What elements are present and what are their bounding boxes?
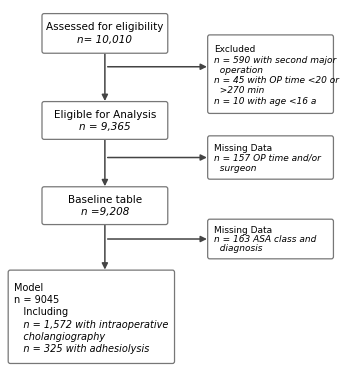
Text: Baseline table: Baseline table (68, 195, 142, 205)
Text: Assessed for eligibility: Assessed for eligibility (46, 22, 164, 33)
Text: Excluded: Excluded (214, 45, 255, 54)
Text: n = 157 OP time and/or: n = 157 OP time and/or (214, 153, 321, 163)
FancyBboxPatch shape (8, 270, 175, 364)
Text: cholangiography: cholangiography (14, 332, 105, 342)
Text: Missing Data: Missing Data (214, 226, 272, 235)
Text: n = 163 ASA class and: n = 163 ASA class and (214, 235, 316, 244)
Text: n = 1,572 with intraoperative: n = 1,572 with intraoperative (14, 320, 169, 330)
Text: n =9,208: n =9,208 (81, 207, 129, 217)
FancyBboxPatch shape (208, 35, 333, 113)
Text: n = 590 with second major: n = 590 with second major (214, 56, 336, 65)
Text: Eligible for Analysis: Eligible for Analysis (54, 110, 156, 120)
FancyBboxPatch shape (42, 187, 168, 225)
Text: diagnosis: diagnosis (214, 244, 262, 253)
FancyBboxPatch shape (42, 14, 168, 53)
Text: n = 9,365: n = 9,365 (79, 122, 131, 132)
FancyBboxPatch shape (208, 219, 333, 259)
Text: n = 10 with age <16 a: n = 10 with age <16 a (214, 97, 316, 106)
FancyBboxPatch shape (42, 102, 168, 139)
FancyBboxPatch shape (208, 136, 333, 179)
Text: surgeon: surgeon (214, 164, 256, 173)
Text: n = 45 with OP time <20 or: n = 45 with OP time <20 or (214, 76, 339, 85)
Text: n = 9045: n = 9045 (14, 295, 60, 305)
Text: operation: operation (214, 66, 263, 75)
Text: Including: Including (14, 307, 68, 318)
Text: n = 325 with adhesiolysis: n = 325 with adhesiolysis (14, 344, 150, 354)
Text: >270 min: >270 min (214, 87, 264, 96)
Text: Missing Data: Missing Data (214, 144, 272, 153)
Text: n= 10,010: n= 10,010 (77, 35, 132, 45)
Text: Model: Model (14, 283, 43, 293)
